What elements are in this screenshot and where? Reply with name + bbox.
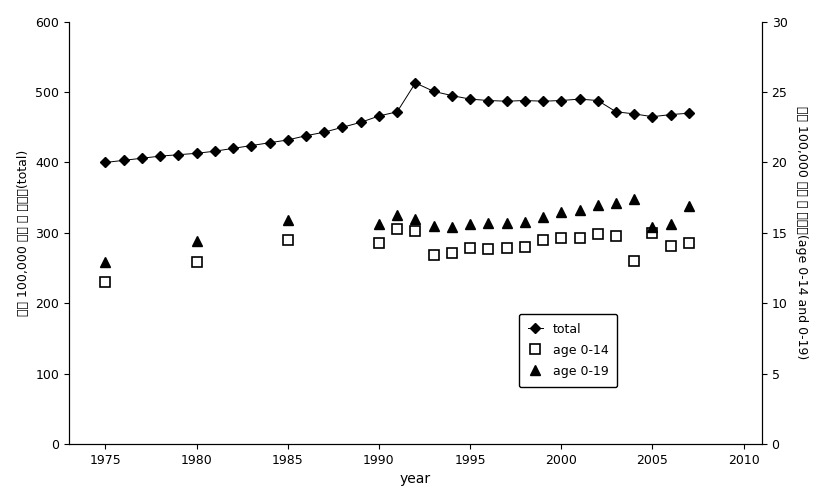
age 0-14 [465, 245, 475, 252]
age 0-19 [411, 216, 421, 222]
age 0-19 [556, 209, 566, 215]
age 0-14 [574, 235, 584, 241]
total [392, 109, 402, 115]
age 0-14 [392, 226, 402, 232]
total [155, 153, 165, 159]
age 0-14 [629, 258, 639, 264]
total [629, 111, 639, 117]
total [265, 140, 275, 146]
age 0-19 [648, 224, 658, 230]
age 0-14 [447, 249, 457, 256]
age 0-14 [538, 237, 548, 243]
age 0-19 [593, 202, 603, 208]
total [447, 93, 457, 99]
age 0-19 [283, 217, 293, 223]
total [356, 119, 365, 125]
total [119, 157, 129, 163]
total [319, 129, 329, 135]
total [465, 96, 475, 102]
total [684, 110, 694, 116]
age 0-14 [666, 242, 676, 248]
Legend: total, age 0-14, age 0-19: total, age 0-14, age 0-19 [519, 314, 617, 387]
total [137, 155, 147, 161]
Line: age 0-14: age 0-14 [101, 225, 694, 287]
age 0-19 [429, 223, 439, 229]
age 0-14 [429, 253, 439, 259]
total [173, 152, 183, 158]
age 0-19 [447, 224, 457, 230]
age 0-14 [191, 260, 201, 266]
age 0-19 [629, 196, 639, 202]
age 0-19 [666, 221, 676, 227]
total [648, 114, 658, 120]
age 0-14 [411, 228, 421, 234]
total [283, 137, 293, 143]
total [520, 98, 530, 104]
age 0-19 [392, 212, 402, 218]
age 0-14 [648, 230, 658, 236]
total [210, 148, 219, 154]
Y-axis label: 인구 100,000 명당 암 발생율(total): 인구 100,000 명당 암 발생율(total) [16, 150, 30, 316]
total [611, 109, 621, 115]
total [337, 124, 347, 130]
total [538, 98, 548, 104]
age 0-14 [556, 235, 566, 241]
age 0-19 [191, 238, 201, 244]
total [556, 98, 566, 104]
total [229, 145, 238, 151]
age 0-14 [684, 240, 694, 246]
age 0-14 [283, 237, 293, 243]
total [374, 113, 384, 119]
age 0-19 [502, 220, 512, 226]
total [593, 98, 603, 104]
age 0-14 [502, 245, 512, 252]
total [191, 150, 201, 156]
Line: age 0-19: age 0-19 [100, 194, 694, 268]
age 0-19 [483, 220, 493, 226]
age 0-14 [611, 233, 621, 239]
total [247, 142, 257, 148]
Line: total: total [101, 79, 693, 166]
total [502, 98, 512, 104]
age 0-14 [520, 244, 530, 250]
age 0-14 [483, 246, 493, 252]
total [411, 80, 421, 86]
age 0-19 [520, 219, 530, 225]
age 0-19 [374, 221, 384, 227]
total [483, 98, 493, 104]
age 0-19 [538, 214, 548, 220]
age 0-19 [101, 260, 111, 266]
age 0-14 [101, 279, 111, 285]
age 0-14 [593, 231, 603, 237]
total [101, 159, 111, 165]
age 0-19 [574, 207, 584, 213]
total [301, 133, 311, 139]
age 0-19 [611, 200, 621, 206]
total [666, 112, 676, 118]
Y-axis label: 인구 100,000 명당 암 발생율(age 0-14 and 0-19): 인구 100,000 명당 암 발생율(age 0-14 and 0-19) [795, 106, 808, 360]
age 0-19 [465, 221, 475, 227]
age 0-19 [684, 203, 694, 209]
X-axis label: year: year [400, 472, 431, 486]
total [429, 89, 439, 95]
age 0-14 [374, 240, 384, 246]
total [574, 96, 584, 102]
